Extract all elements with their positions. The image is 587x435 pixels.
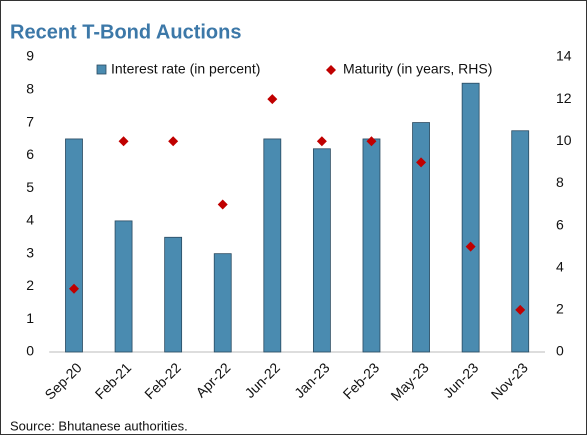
y2-tick-label: 14 — [556, 48, 572, 64]
y2-tick-label: 6 — [556, 216, 564, 232]
y-tick-label: 4 — [26, 212, 34, 228]
y2-tick-label: 0 — [556, 343, 564, 359]
dot — [118, 136, 129, 147]
y2-tick-label: 10 — [556, 132, 572, 148]
y-tick-label: 2 — [26, 277, 34, 293]
dot — [465, 241, 476, 252]
y-tick-label: 1 — [26, 310, 34, 326]
y-tick-label: 0 — [26, 343, 34, 359]
bar — [312, 148, 331, 353]
legend-swatch — [326, 65, 336, 75]
bar — [114, 220, 133, 353]
legend-swatch — [96, 64, 107, 75]
dot — [316, 136, 327, 147]
y2-tick-label: 4 — [556, 258, 564, 274]
bar — [263, 138, 282, 353]
dot — [217, 199, 228, 210]
bar — [461, 82, 480, 353]
y-tick-label: 6 — [26, 146, 34, 162]
dot — [168, 136, 179, 147]
dot — [366, 136, 377, 147]
bar — [362, 138, 381, 353]
legend-label: Interest rate (in percent) — [111, 61, 260, 77]
bar — [164, 236, 183, 353]
dot — [68, 283, 79, 294]
chart-title: Recent T-Bond Auctions — [10, 21, 241, 43]
bar — [213, 253, 232, 353]
legend-label: Maturity (in years, RHS) — [343, 61, 492, 77]
bar — [65, 138, 83, 353]
y-tick-label: 9 — [26, 48, 34, 64]
bar — [511, 130, 530, 353]
y-tick-label: 5 — [26, 179, 34, 195]
dot — [267, 94, 278, 105]
y2-tick-label: 2 — [556, 301, 564, 317]
dot — [515, 304, 526, 315]
y2-tick-label: 12 — [556, 90, 572, 106]
y-tick-label: 8 — [26, 80, 34, 96]
dot — [416, 157, 427, 168]
y-tick-label: 3 — [26, 244, 34, 260]
source-note: Source: Bhutanese authorities. — [10, 418, 188, 433]
y-tick-label: 7 — [26, 113, 34, 129]
y2-tick-label: 8 — [556, 174, 564, 190]
bar — [412, 122, 430, 353]
